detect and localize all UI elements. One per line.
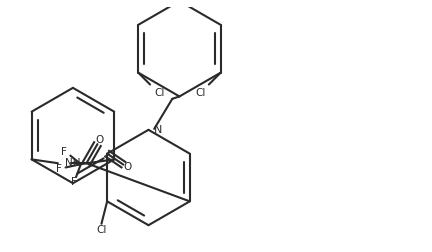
- Text: O: O: [96, 135, 104, 145]
- Text: Cl: Cl: [154, 88, 165, 98]
- Text: F: F: [57, 164, 62, 174]
- Text: N: N: [154, 125, 162, 135]
- Text: F: F: [71, 177, 76, 187]
- Text: Cl: Cl: [196, 88, 206, 98]
- Text: NH: NH: [65, 158, 80, 168]
- Text: F: F: [61, 147, 67, 157]
- Text: Cl: Cl: [96, 225, 107, 235]
- Text: O: O: [123, 162, 131, 172]
